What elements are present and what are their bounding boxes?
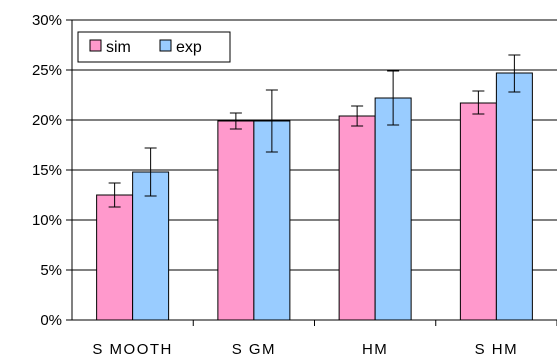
- x-tick-label: S HM: [475, 341, 519, 358]
- legend: sim exp: [77, 31, 231, 63]
- error-bars: [108, 54, 521, 208]
- x-tick-label: S GM: [232, 341, 276, 358]
- bar-sim: [217, 120, 255, 321]
- legend-label-sim: sim: [106, 39, 131, 56]
- legend-swatch-exp: [159, 39, 172, 52]
- y-tick-label: 10%: [32, 212, 62, 229]
- bar-sim: [338, 115, 376, 321]
- bar-sim: [96, 194, 134, 321]
- bars: [96, 72, 533, 321]
- y-tick-label: 20%: [32, 112, 62, 129]
- x-tick-label: HM: [362, 341, 388, 358]
- legend-swatch-sim: [89, 39, 102, 52]
- legend-label-exp: exp: [176, 39, 202, 56]
- bar-exp: [495, 72, 533, 321]
- x-tick-labels: S MOOTH S GM HM S HM: [92, 341, 519, 358]
- axes: [66, 19, 557, 326]
- bar-exp: [253, 120, 291, 321]
- y-tick-label: 25%: [32, 62, 62, 79]
- x-tick-label: S MOOTH: [92, 341, 173, 358]
- legend-box: [77, 31, 231, 63]
- bar-sim: [459, 102, 497, 321]
- y-tick-label: 30%: [32, 12, 62, 29]
- y-tick-label: 5%: [40, 262, 62, 279]
- y-tick-label: 0%: [40, 312, 62, 329]
- y-tick-label: 15%: [32, 162, 62, 179]
- bar-exp: [374, 97, 412, 321]
- y-tick-labels: 0% 5% 10% 15% 20% 25% 30%: [32, 12, 62, 329]
